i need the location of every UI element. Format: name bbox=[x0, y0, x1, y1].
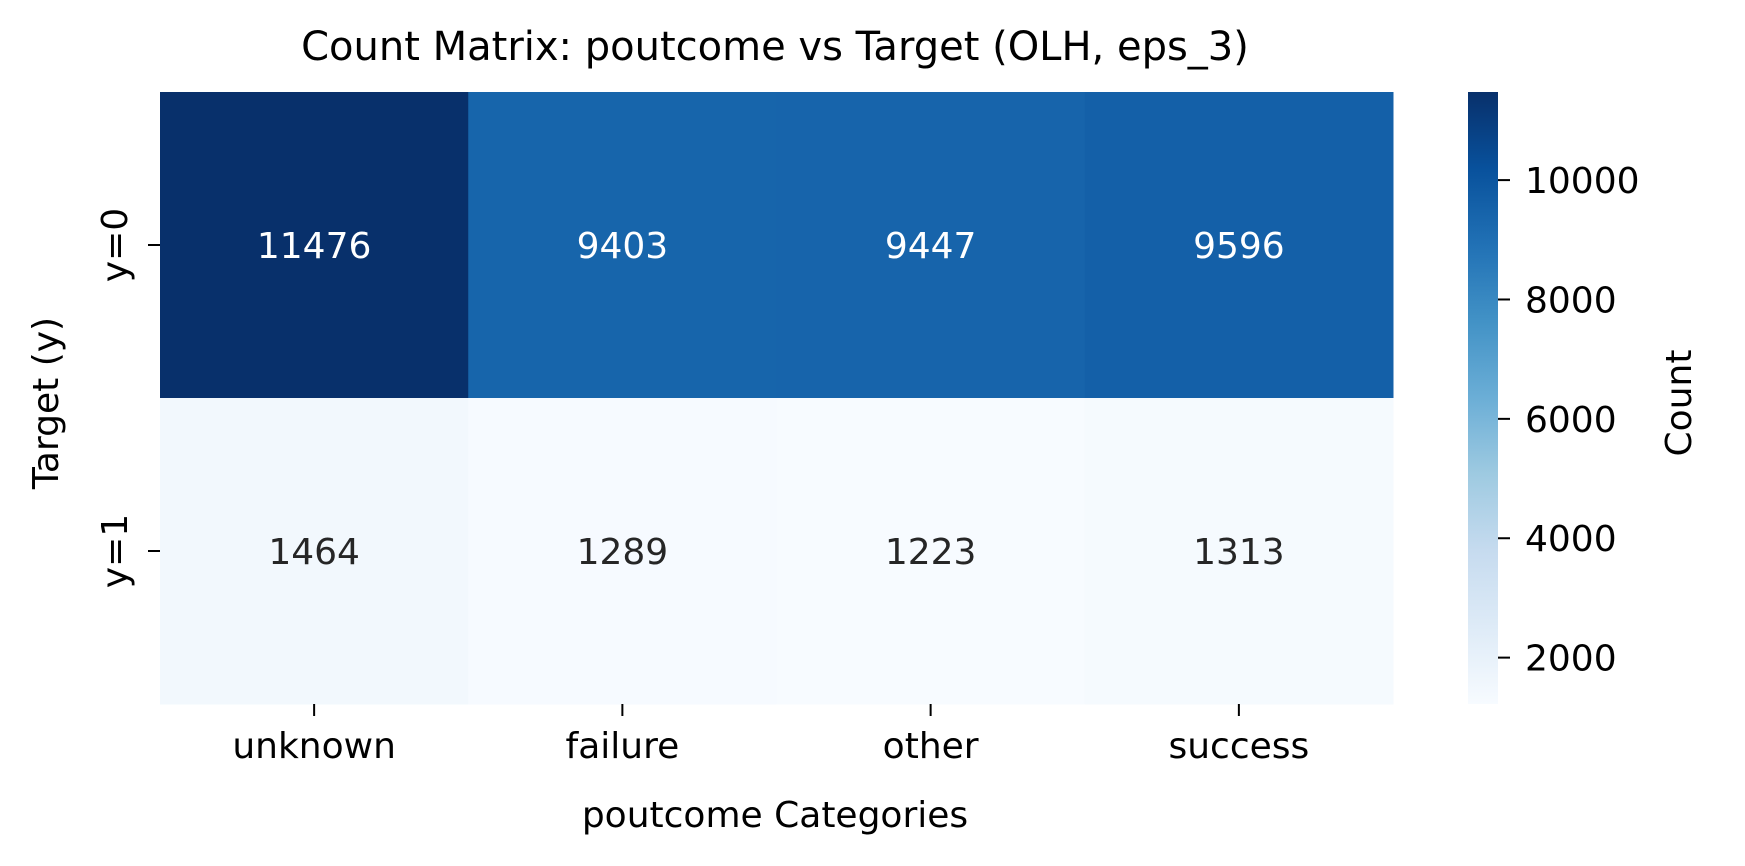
x-tick-label: failure bbox=[566, 726, 680, 767]
colorbar-tick-label: 2000 bbox=[1525, 639, 1617, 680]
heatmap-cell bbox=[776, 398, 1086, 705]
heatmap-cell bbox=[468, 92, 777, 399]
x-axis-label: poutcome Categories bbox=[582, 795, 968, 836]
heatmap-cell bbox=[160, 92, 469, 399]
heatmap-cell bbox=[1084, 92, 1394, 399]
colorbar-tick-label: 10000 bbox=[1525, 161, 1640, 202]
cell-value-label: 11476 bbox=[257, 226, 372, 267]
colorbar bbox=[1468, 92, 1498, 704]
heatmap-cell bbox=[468, 398, 777, 705]
x-tick-label: other bbox=[883, 726, 979, 767]
cell-value-label: 1313 bbox=[1193, 532, 1285, 573]
y-axis-ticks: y=0 y=1 bbox=[95, 208, 160, 588]
colorbar-tick-label: 8000 bbox=[1525, 280, 1617, 321]
heatmap-cell bbox=[776, 92, 1086, 399]
heatmap-cell bbox=[1084, 398, 1394, 705]
cell-value-label: 9596 bbox=[1193, 226, 1285, 267]
colorbar-tick-label: 6000 bbox=[1525, 400, 1617, 441]
heatmap-annotations: 11476 9403 9447 9596 1464 1289 1223 1313 bbox=[257, 226, 1285, 573]
heatmap-cells bbox=[160, 92, 1394, 705]
y-tick-label: y=1 bbox=[95, 514, 136, 588]
colorbar-label: Count bbox=[1659, 350, 1700, 457]
x-tick-label: success bbox=[1168, 726, 1309, 767]
cell-value-label: 1464 bbox=[268, 532, 360, 573]
cell-value-label: 1289 bbox=[577, 532, 669, 573]
cell-value-label: 9403 bbox=[577, 226, 669, 267]
colorbar-ticks: 2000 4000 6000 8000 10000 bbox=[1498, 161, 1640, 680]
x-tick-label: unknown bbox=[232, 726, 396, 767]
cell-value-label: 9447 bbox=[885, 226, 977, 267]
heatmap-cell bbox=[160, 398, 469, 705]
chart-title: Count Matrix: poutcome vs Target (OLH, e… bbox=[301, 24, 1249, 70]
cell-value-label: 1223 bbox=[885, 532, 977, 573]
y-axis-label: Target (y) bbox=[26, 317, 67, 490]
y-tick-label: y=0 bbox=[95, 208, 136, 282]
x-axis-ticks: unknown failure other success bbox=[232, 704, 1309, 767]
colorbar-tick-label: 4000 bbox=[1525, 519, 1617, 560]
